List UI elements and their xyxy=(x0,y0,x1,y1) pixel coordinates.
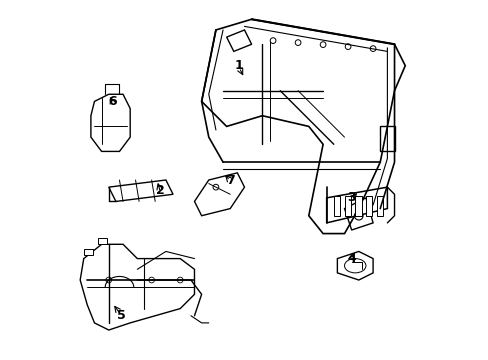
Bar xyxy=(98,238,107,244)
Bar xyxy=(365,196,372,216)
Bar xyxy=(354,196,361,216)
Text: 1: 1 xyxy=(234,59,243,72)
Text: 5: 5 xyxy=(117,309,125,322)
Bar xyxy=(83,249,93,255)
Text: 6: 6 xyxy=(108,95,117,108)
Bar xyxy=(333,196,340,216)
Text: 7: 7 xyxy=(225,174,234,186)
Bar xyxy=(344,196,350,216)
Ellipse shape xyxy=(344,258,365,273)
Text: 3: 3 xyxy=(346,192,355,204)
Bar xyxy=(376,196,382,216)
Text: 4: 4 xyxy=(346,252,355,265)
Text: 2: 2 xyxy=(156,184,164,197)
